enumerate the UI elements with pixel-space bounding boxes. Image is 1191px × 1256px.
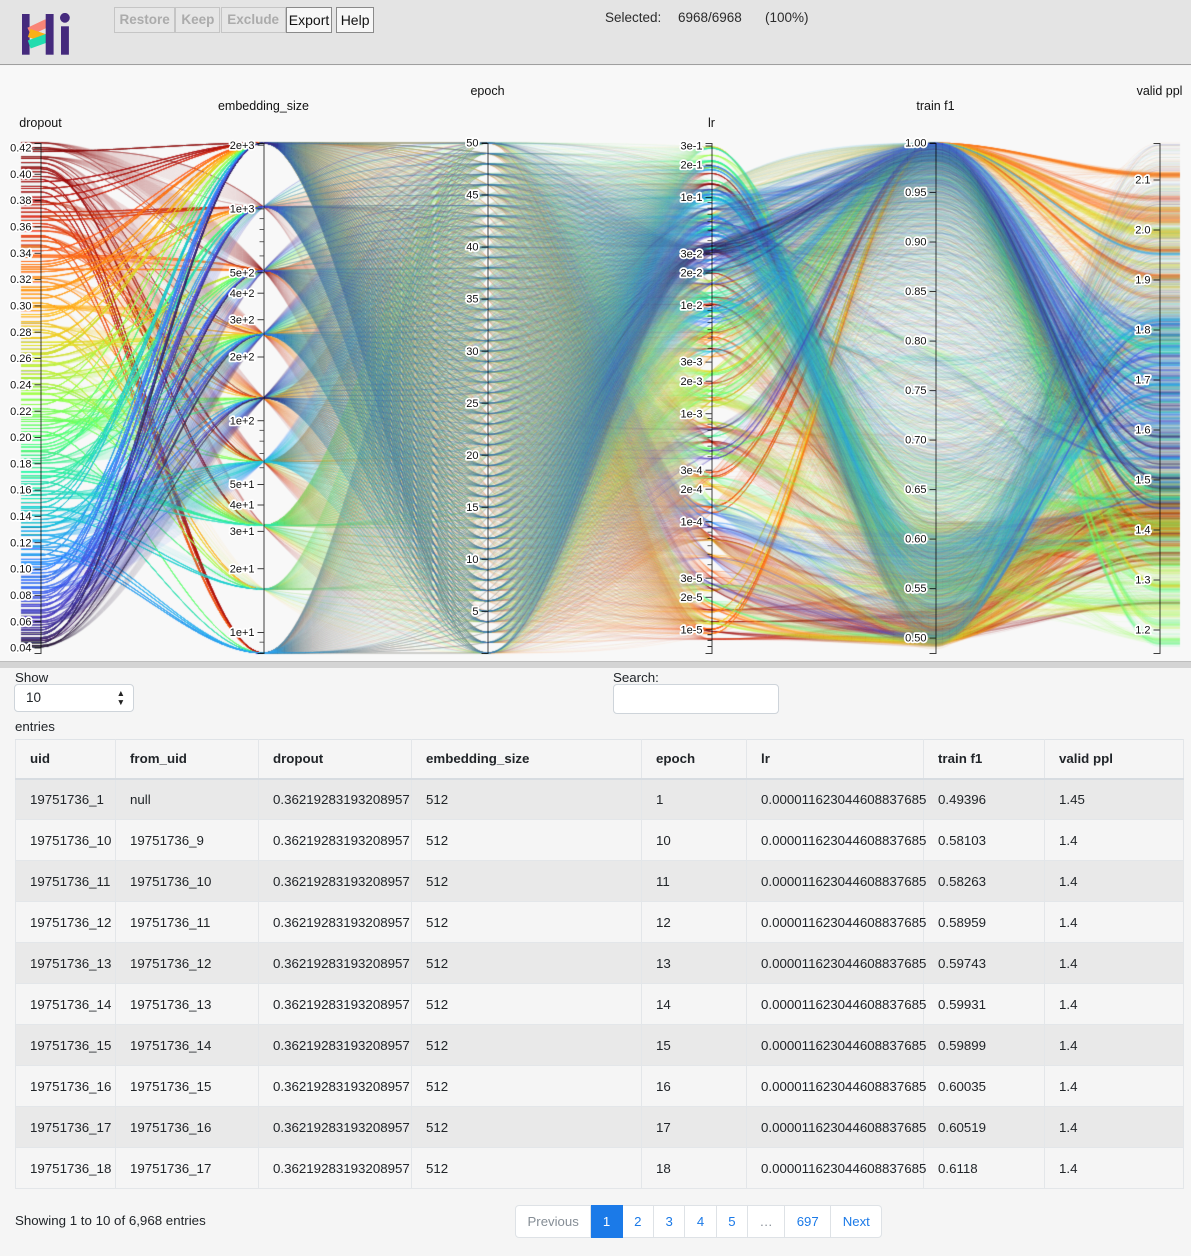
svg-text:10: 10 [466,554,478,566]
svg-text:0.55: 0.55 [905,583,926,595]
svg-text:2e-1: 2e-1 [680,160,702,172]
svg-text:0.36: 0.36 [10,222,31,234]
svg-text:1.7: 1.7 [1135,375,1150,387]
svg-text:0.30: 0.30 [10,301,31,313]
svg-text:1.5: 1.5 [1135,475,1150,487]
svg-text:0.20: 0.20 [10,432,31,444]
svg-text:2e-4: 2e-4 [680,484,702,496]
svg-text:2e+3: 2e+3 [230,140,255,152]
svg-text:1e+3: 1e+3 [230,204,255,216]
svg-text:3e-1: 3e-1 [680,141,702,153]
svg-text:0.22: 0.22 [10,406,31,418]
svg-text:2e-3: 2e-3 [680,376,702,388]
svg-text:1e-5: 1e-5 [680,624,702,636]
svg-text:0.16: 0.16 [10,485,31,497]
svg-text:0.42: 0.42 [10,143,31,155]
svg-text:1.00: 1.00 [905,138,926,150]
svg-text:0.60: 0.60 [905,534,926,546]
svg-text:dropout: dropout [19,116,62,130]
svg-text:0.65: 0.65 [905,484,926,496]
svg-text:2.0: 2.0 [1135,225,1150,237]
svg-text:40: 40 [466,242,478,254]
svg-text:4e+2: 4e+2 [230,288,255,300]
svg-text:1.9: 1.9 [1135,275,1150,287]
svg-text:0.24: 0.24 [10,379,31,391]
svg-text:1e-4: 1e-4 [680,516,702,528]
svg-text:3e+1: 3e+1 [230,526,255,538]
svg-text:50: 50 [466,138,478,150]
svg-text:35: 35 [466,294,478,306]
svg-text:1.2: 1.2 [1135,625,1150,637]
svg-text:0.85: 0.85 [905,286,926,298]
svg-text:0.04: 0.04 [10,643,31,655]
svg-text:1e-1: 1e-1 [680,192,702,204]
svg-text:0.08: 0.08 [10,590,31,602]
svg-text:0.95: 0.95 [905,187,926,199]
svg-text:2e-5: 2e-5 [680,592,702,604]
svg-text:2e-2: 2e-2 [680,268,702,280]
svg-text:1e-2: 1e-2 [680,300,702,312]
svg-text:2.1: 2.1 [1135,175,1150,187]
svg-text:1.3: 1.3 [1135,575,1150,587]
svg-text:0.18: 0.18 [10,458,31,470]
svg-text:1e+1: 1e+1 [230,627,255,639]
svg-text:2e+1: 2e+1 [230,563,255,575]
svg-text:20: 20 [466,450,478,462]
svg-text:0.80: 0.80 [905,336,926,348]
svg-text:0.38: 0.38 [10,195,31,207]
svg-text:0.50: 0.50 [905,633,926,645]
svg-text:embedding_size: embedding_size [218,99,309,113]
svg-text:15: 15 [466,502,478,514]
svg-text:3e-5: 3e-5 [680,573,702,585]
svg-text:1e-3: 1e-3 [680,408,702,420]
svg-text:45: 45 [466,190,478,202]
svg-text:epoch: epoch [470,84,504,98]
svg-text:0.90: 0.90 [905,237,926,249]
svg-text:0.75: 0.75 [905,385,926,397]
svg-text:0.06: 0.06 [10,616,31,628]
svg-text:4e+1: 4e+1 [230,500,255,512]
svg-text:train f1: train f1 [916,99,954,113]
svg-text:0.40: 0.40 [10,169,31,181]
svg-text:1.4: 1.4 [1135,525,1150,537]
svg-text:0.10: 0.10 [10,564,31,576]
svg-text:25: 25 [466,398,478,410]
svg-text:lr: lr [708,116,715,130]
svg-text:0.26: 0.26 [10,353,31,365]
svg-text:5e+1: 5e+1 [230,479,255,491]
svg-text:3e-3: 3e-3 [680,357,702,369]
svg-text:3e-4: 3e-4 [680,465,702,477]
svg-text:0.32: 0.32 [10,274,31,286]
svg-text:3e+2: 3e+2 [230,314,255,326]
svg-text:5e+2: 5e+2 [230,267,255,279]
svg-text:30: 30 [466,346,478,358]
svg-text:3e-2: 3e-2 [680,249,702,261]
svg-text:1e+2: 1e+2 [230,415,255,427]
svg-text:valid ppl: valid ppl [1137,84,1183,98]
svg-text:1.8: 1.8 [1135,325,1150,337]
svg-text:0.70: 0.70 [905,435,926,447]
svg-text:2e+2: 2e+2 [230,352,255,364]
svg-text:0.28: 0.28 [10,327,31,339]
svg-text:0.12: 0.12 [10,537,31,549]
svg-text:0.14: 0.14 [10,511,31,523]
svg-text:5: 5 [472,606,478,618]
svg-text:1.6: 1.6 [1135,425,1150,437]
svg-text:0.34: 0.34 [10,248,31,260]
